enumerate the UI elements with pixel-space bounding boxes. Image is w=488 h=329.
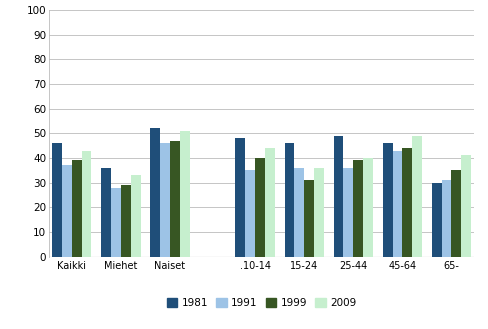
Bar [352, 160, 362, 257]
Bar [402, 148, 411, 257]
Bar [284, 143, 294, 257]
Bar [264, 148, 274, 257]
Bar [81, 150, 91, 257]
Bar [160, 143, 170, 257]
Bar [392, 150, 402, 257]
Bar [62, 165, 72, 257]
Bar [450, 170, 460, 257]
Bar [170, 141, 180, 257]
Bar [150, 128, 160, 257]
Bar [343, 168, 352, 257]
Bar [441, 180, 450, 257]
Bar [431, 183, 441, 257]
Bar [235, 138, 245, 257]
Bar [255, 158, 264, 257]
Bar [382, 143, 392, 257]
Bar [411, 136, 421, 257]
Bar [72, 160, 81, 257]
Bar [294, 168, 304, 257]
Bar [304, 180, 313, 257]
Bar [111, 188, 121, 257]
Bar [460, 155, 470, 257]
Bar [101, 168, 111, 257]
Bar [313, 168, 323, 257]
Bar [362, 158, 372, 257]
Bar [245, 170, 255, 257]
Bar [180, 131, 189, 257]
Legend: 1981, 1991, 1999, 2009: 1981, 1991, 1999, 2009 [163, 294, 360, 312]
Bar [333, 136, 343, 257]
Bar [52, 143, 62, 257]
Bar [130, 175, 140, 257]
Bar [121, 185, 130, 257]
